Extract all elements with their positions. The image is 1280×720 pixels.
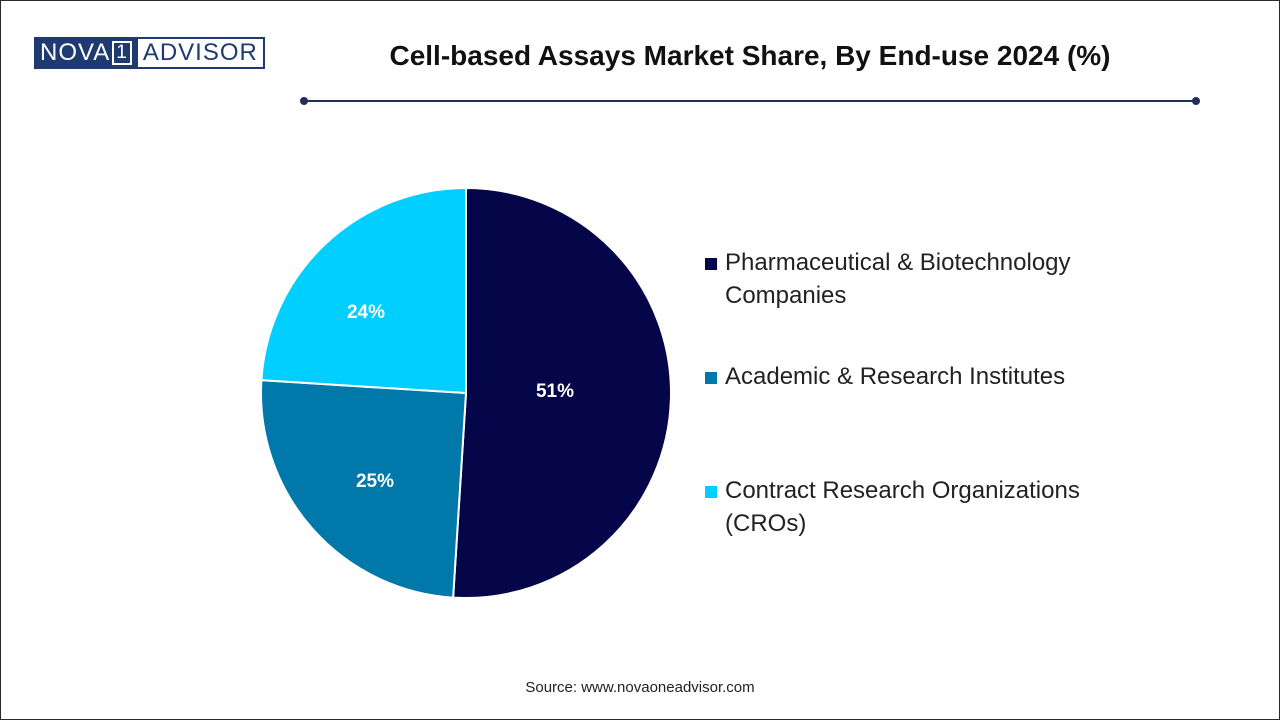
- pie-slice-3: [260, 186, 467, 395]
- legend-label-3: Contract Research Organizations (CROs): [725, 477, 1080, 537]
- legend-item-2: Academic & Research Institutes: [705, 360, 1125, 393]
- source-note: Source: www.novaoneadvisor.com: [525, 679, 755, 696]
- pie-slices: [260, 186, 672, 599]
- pie-data-labels: 51% 25% 24%: [347, 302, 574, 492]
- brand-logo-text-left: NOVA: [40, 39, 111, 66]
- legend-item-1: Pharmaceutical & Biotechnology Companies: [705, 246, 1125, 312]
- title-divider-right-dot: [1192, 97, 1200, 105]
- legend-swatch-2: [705, 372, 717, 384]
- legend-item-3: Contract Research Organizations (CROs): [705, 474, 1125, 540]
- pie-slice-2: [260, 379, 468, 599]
- legend-label-2: Academic & Research Institutes: [725, 363, 1066, 390]
- pie-slice-1: [452, 186, 672, 599]
- brand-logo: NOVA 1 ADVISOR: [34, 37, 265, 69]
- title-divider-left-dot: [300, 97, 308, 105]
- legend-swatch-3: [705, 486, 717, 498]
- pie-data-label-3: 24%: [347, 302, 385, 323]
- brand-logo-number: 1: [112, 41, 132, 65]
- legend-label-1: Pharmaceutical & Biotechnology Companies: [725, 249, 1071, 309]
- pie-data-label-2: 25%: [356, 471, 394, 492]
- pie-data-label-1: 51%: [536, 381, 574, 402]
- chart-title: Cell-based Assays Market Share, By End-u…: [389, 40, 1111, 71]
- brand-logo-text-right: ADVISOR: [135, 37, 265, 69]
- brand-logo-left: NOVA 1: [34, 37, 136, 69]
- title-divider: [300, 97, 1200, 105]
- legend-swatch-1: [705, 258, 717, 270]
